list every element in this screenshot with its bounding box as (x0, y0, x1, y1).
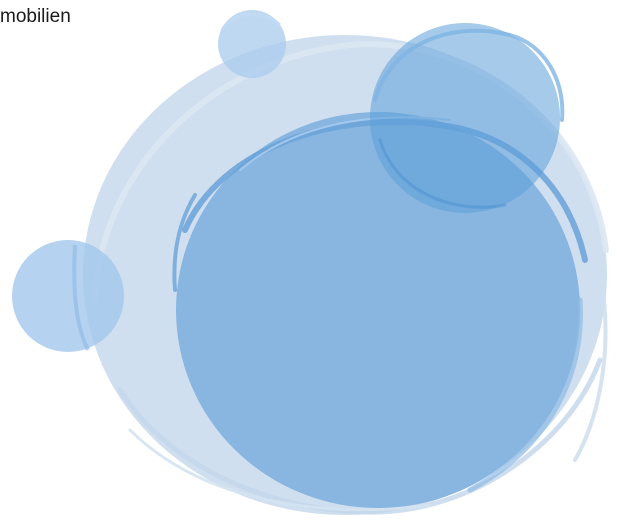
small-circle-top (218, 10, 286, 78)
accent-circle-upper-right (370, 23, 565, 213)
small-circle-left (12, 240, 124, 352)
page-heading: mobilien (0, 6, 71, 27)
